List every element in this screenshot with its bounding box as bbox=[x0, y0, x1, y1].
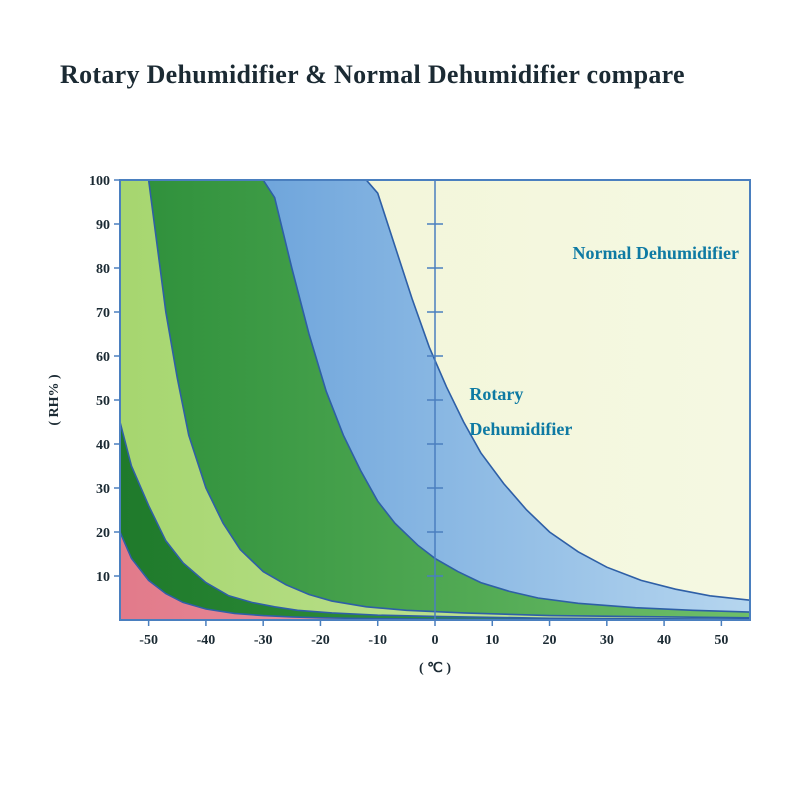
y-tick-30: 30 bbox=[96, 482, 110, 497]
y-tick-70: 70 bbox=[96, 306, 110, 321]
label-rotary-2: Dehumidifier bbox=[469, 419, 572, 439]
x-tick-0: 0 bbox=[432, 633, 439, 648]
y-tick-80: 80 bbox=[96, 262, 110, 277]
x-tick--40: -40 bbox=[197, 633, 216, 648]
x-tick-10: 10 bbox=[485, 633, 499, 648]
y-axis-label: ( RH% ) bbox=[47, 374, 62, 426]
y-tick-10: 10 bbox=[96, 570, 110, 585]
label-rotary-1: Rotary bbox=[469, 384, 523, 404]
x-tick--30: -30 bbox=[254, 633, 273, 648]
x-tick-30: 30 bbox=[600, 633, 614, 648]
comparison-chart: 10 20 30 40 50 60 70 80 90 100 -50 -40 -30 -20 -10 0 10 2… bbox=[40, 170, 760, 710]
y-tick-90: 90 bbox=[96, 218, 110, 233]
x-tick--20: -20 bbox=[311, 633, 330, 648]
x-tick--10: -10 bbox=[368, 633, 387, 648]
y-tick-60: 60 bbox=[96, 350, 110, 365]
x-tick-40: 40 bbox=[657, 633, 671, 648]
y-tick-50: 50 bbox=[96, 394, 110, 409]
x-axis-label: ( ℃ ) bbox=[419, 661, 451, 676]
x-tick-20: 20 bbox=[543, 633, 557, 648]
label-normal: Normal Dehumidifier bbox=[572, 243, 738, 263]
x-tick-50: 50 bbox=[714, 633, 728, 648]
x-tick--50: -50 bbox=[139, 633, 158, 648]
page-root: Rotary Dehumidifier & Normal Dehumidifie… bbox=[0, 0, 800, 800]
y-tick-40: 40 bbox=[96, 438, 110, 453]
page-title: Rotary Dehumidifier & Normal Dehumidifie… bbox=[60, 60, 685, 90]
y-tick-100: 100 bbox=[89, 174, 110, 189]
y-tick-20: 20 bbox=[96, 526, 110, 541]
